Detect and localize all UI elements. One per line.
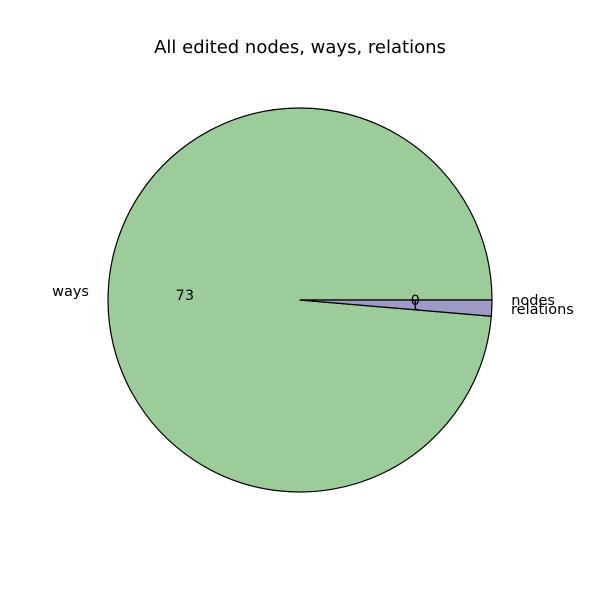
- label-ways: ways: [52, 284, 89, 300]
- value-relations: 1: [410, 298, 419, 314]
- pie-slices: [107, 107, 493, 493]
- label-relations: relations: [511, 302, 574, 318]
- chart-title: All edited nodes, ways, relations: [154, 37, 446, 58]
- pie-labels: nodes 0 ways 73 relations 1: [52, 284, 574, 318]
- value-nodes: 0: [411, 293, 420, 309]
- label-nodes: nodes: [511, 293, 555, 309]
- value-ways: 73: [176, 288, 194, 304]
- slice-relations: [299, 299, 493, 317]
